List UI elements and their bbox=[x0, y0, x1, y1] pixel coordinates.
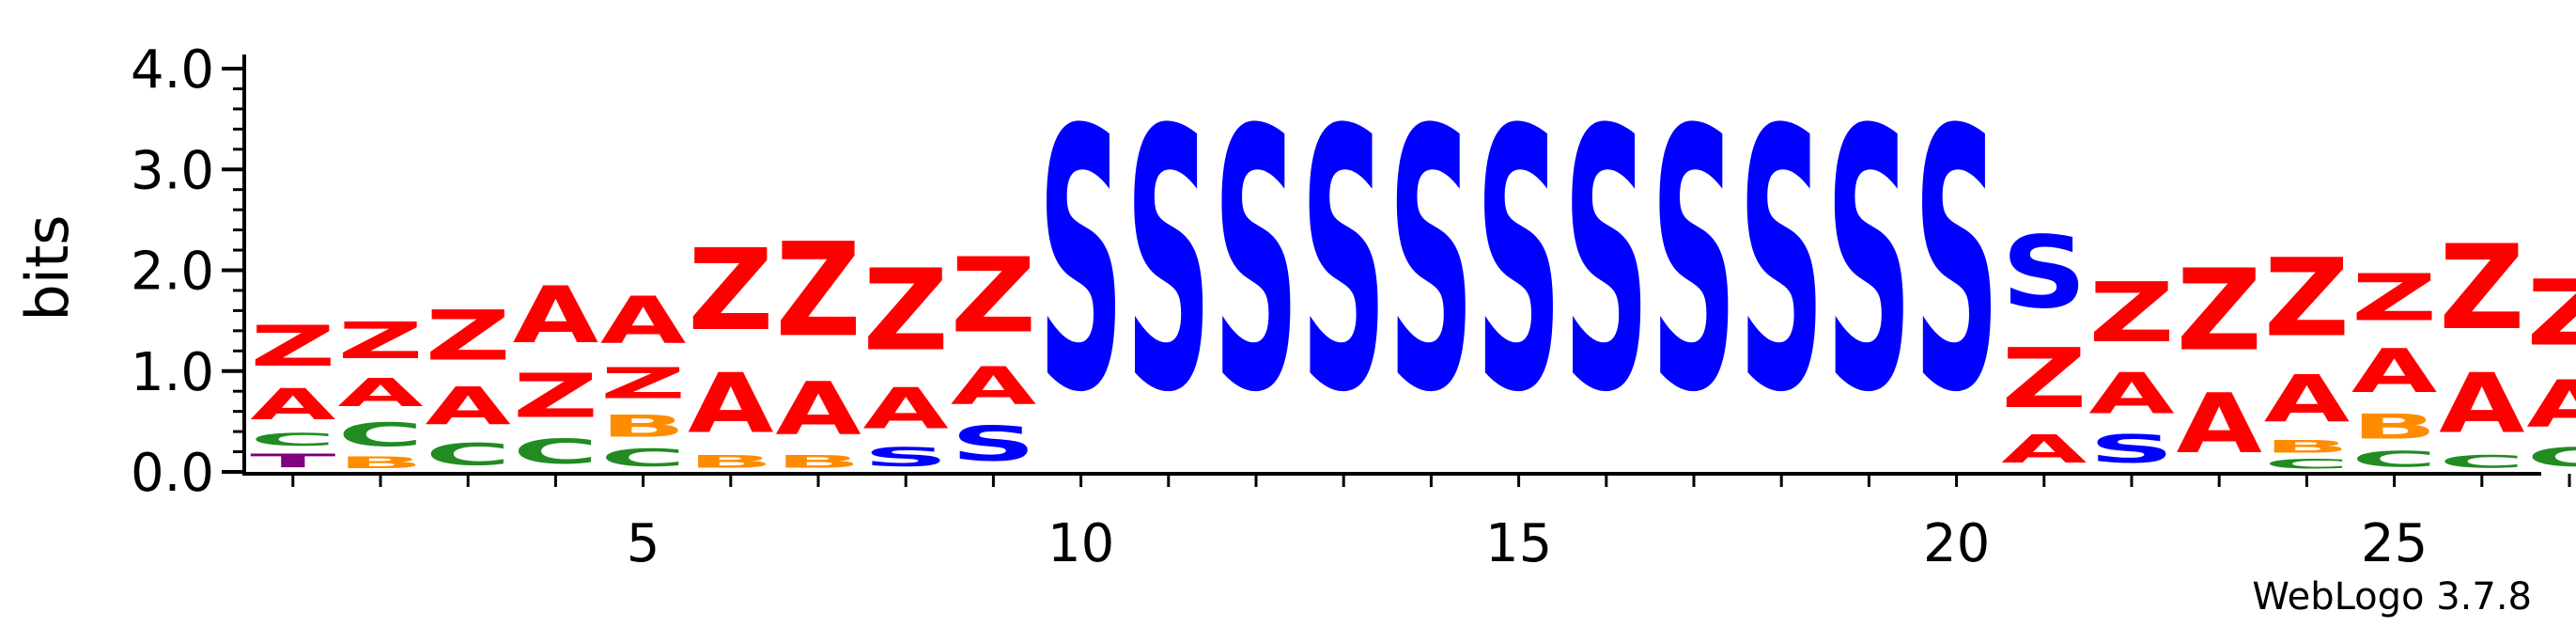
logo-letter-Z-pos-4: Z bbox=[513, 361, 598, 431]
logo-letter-Z-pos-27: Z bbox=[2526, 261, 2576, 367]
logo-letter-S-pos-14: S bbox=[1389, 55, 1474, 471]
logo-letter-Z-pos-9: Z bbox=[951, 235, 1036, 355]
weblogo-version-label: WebLogo 3.7.8 bbox=[2252, 575, 2532, 619]
y-tick-label: 4.0 bbox=[131, 39, 214, 101]
x-tick-label: 25 bbox=[2361, 513, 2428, 574]
logo-letter-Z-pos-8: Z bbox=[863, 245, 949, 376]
logo-letter-A-pos-24: A bbox=[2264, 361, 2351, 436]
logo-letter-A-pos-22: A bbox=[2088, 362, 2174, 427]
logo-letter-A-pos-23: A bbox=[2177, 377, 2262, 472]
logo-letter-Z-pos-24: Z bbox=[2264, 236, 2350, 361]
logo-letter-C-pos-5: C bbox=[600, 444, 686, 472]
y-tick-label: 3.0 bbox=[131, 140, 214, 201]
logo-letter-C-pos-4: C bbox=[513, 431, 598, 472]
logo-letter-B-pos-7: B bbox=[775, 452, 861, 472]
logo-letter-Z-pos-6: Z bbox=[688, 225, 773, 355]
logo-letter-Z-pos-22: Z bbox=[2088, 266, 2174, 361]
logo-letter-S-pos-22: S bbox=[2088, 427, 2174, 472]
x-tick-label: 5 bbox=[627, 513, 660, 574]
logo-letter-C-pos-24: C bbox=[2264, 457, 2350, 472]
logo-letter-C-pos-3: C bbox=[426, 437, 511, 472]
logo-letter-S-pos-16: S bbox=[1563, 55, 1649, 471]
logo-letter-A-pos-21: A bbox=[2001, 427, 2087, 472]
logo-letter-S-pos-19: S bbox=[1826, 55, 1912, 471]
logo-letter-S-pos-13: S bbox=[1301, 55, 1387, 471]
y-axis-label: bits bbox=[13, 214, 82, 321]
logo-letter-C-pos-27: C bbox=[2526, 442, 2576, 472]
x-axis: 5 10 15 20 25 bbox=[242, 472, 2571, 574]
y-axis: 0.0 1.0 2.0 3.0 4.0 bbox=[131, 39, 246, 504]
logo-letter-A-pos-1: A bbox=[250, 380, 335, 430]
logo-letter-B-pos-25: B bbox=[2351, 406, 2437, 447]
y-tick-label: 1.0 bbox=[131, 342, 214, 403]
logo-letter-S-pos-11: S bbox=[1125, 55, 1211, 471]
logo-letter-S-pos-8: S bbox=[863, 442, 949, 472]
logo-letter-S-pos-9: S bbox=[951, 416, 1036, 472]
logo-letter-A-pos-27: A bbox=[2526, 366, 2576, 441]
logo-letter-Z-pos-21: Z bbox=[2001, 331, 2087, 426]
logo-letter-C-pos-25: C bbox=[2351, 447, 2437, 472]
logo-letter-A-pos-4: A bbox=[513, 272, 599, 362]
logo-letter-B-pos-6: B bbox=[688, 452, 773, 472]
logo-letter-A-pos-9: A bbox=[951, 356, 1036, 416]
logo-letter-S-pos-18: S bbox=[1739, 55, 1824, 471]
logo-letter-A-pos-7: A bbox=[775, 366, 861, 451]
logo-letter-B-pos-2: B bbox=[337, 454, 423, 472]
logo-letter-S-pos-21: S bbox=[2001, 216, 2087, 331]
logo-letter-Z-pos-3: Z bbox=[426, 296, 511, 376]
logo-letter-S-pos-12: S bbox=[1213, 55, 1298, 471]
logo-letter-Z-pos-7: Z bbox=[775, 216, 861, 367]
logo-letter-Z-pos-26: Z bbox=[2439, 221, 2524, 356]
logo-letter-C-pos-2: C bbox=[337, 415, 423, 454]
logo-letter-S-pos-15: S bbox=[1476, 55, 1561, 471]
logo-letter-C-pos-1: C bbox=[250, 430, 335, 449]
logo-letter-B-pos-24: B bbox=[2264, 437, 2350, 457]
logo-letter-S-pos-17: S bbox=[1651, 55, 1736, 471]
logo-letter-Z-pos-5: Z bbox=[600, 358, 686, 408]
logo-letter-S-pos-20: S bbox=[1914, 55, 1999, 471]
logo-letter-Z-pos-25: Z bbox=[2351, 260, 2437, 336]
x-tick-label: 20 bbox=[1923, 513, 1990, 574]
y-tick-label: 2.0 bbox=[131, 242, 214, 303]
logo-letter-A-pos-5: A bbox=[600, 282, 687, 357]
logo-letter-A-pos-3: A bbox=[426, 376, 511, 436]
logo-letter-S-pos-10: S bbox=[1038, 55, 1124, 471]
x-tick-label: 10 bbox=[1047, 513, 1114, 574]
logo-letter-A-pos-6: A bbox=[688, 357, 773, 452]
logo-letter-T-pos-1: T bbox=[250, 449, 335, 472]
logo-letter-A-pos-26: A bbox=[2439, 357, 2524, 452]
logo-letter-C-pos-26: C bbox=[2439, 451, 2524, 471]
logo-letter-Z-pos-2: Z bbox=[337, 311, 423, 369]
logo-letter-Z-pos-23: Z bbox=[2177, 245, 2262, 376]
logo-letter-A-pos-8: A bbox=[863, 377, 949, 442]
logo-letter-Z-pos-1: Z bbox=[250, 315, 335, 380]
y-tick-label: 0.0 bbox=[131, 443, 214, 504]
logo-letter-A-pos-2: A bbox=[337, 370, 423, 415]
logo-letter-A-pos-25: A bbox=[2351, 337, 2438, 406]
logo-letter-B-pos-5: B bbox=[600, 409, 686, 444]
x-tick-label: 15 bbox=[1485, 513, 1552, 574]
